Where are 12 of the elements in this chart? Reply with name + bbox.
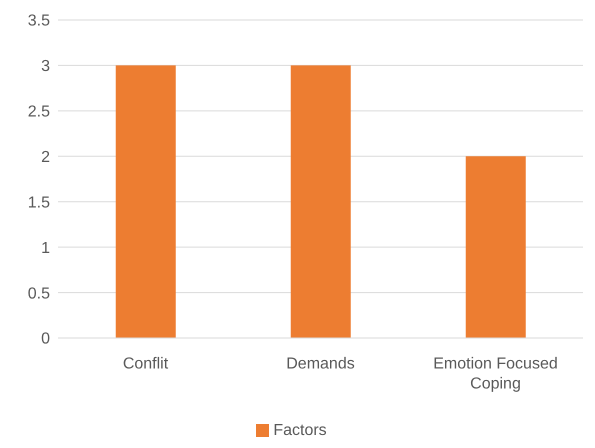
x-tick-label: Conflit	[122, 355, 169, 372]
y-tick-label: 3.5	[28, 12, 50, 30]
legend-label: Factors	[273, 422, 327, 439]
y-tick-label: 2	[41, 148, 50, 166]
x-tick-label: Demands	[286, 355, 355, 372]
y-tick-label: 1	[41, 240, 50, 257]
y-tick-label: 0	[41, 330, 50, 348]
x-tick-label: Emotion Focused Coping	[433, 355, 558, 392]
y-tick-label: 0.5	[28, 285, 50, 302]
y-tick-label: 1.5	[28, 194, 50, 212]
y-tick-label: 2.5	[28, 104, 50, 121]
y-tick-label: 3	[41, 58, 50, 76]
